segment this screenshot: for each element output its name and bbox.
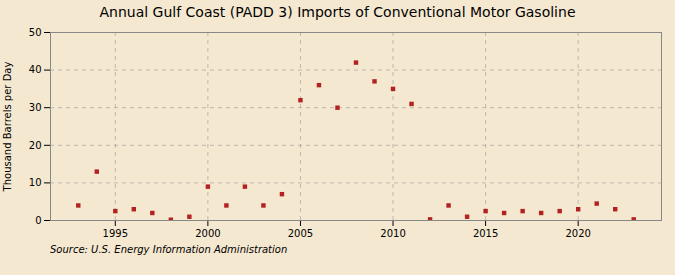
svg-text:Thousand Barrels per Day: Thousand Barrels per Day [2, 62, 13, 193]
html-text:Annual Gulf Coast (PADD 3) Imp: Annual Gulf Coast (PADD 3) Imports of Co… [99, 4, 576, 20]
svg-text:20: 20 [29, 140, 42, 151]
svg-text:2000: 2000 [195, 228, 220, 239]
svg-text:2015: 2015 [473, 228, 498, 239]
svg-text:2010: 2010 [380, 228, 405, 239]
html-text:Source: U.S. Energy Informatio: Source: U.S. Energy Information Administ… [50, 244, 288, 255]
svg-text:30: 30 [29, 102, 42, 113]
svg-text:1995: 1995 [103, 228, 128, 239]
svg-text:40: 40 [29, 64, 42, 75]
svg-text:10: 10 [29, 177, 42, 188]
svg-text:50: 50 [29, 27, 42, 38]
svg-text:2020: 2020 [565, 228, 590, 239]
svg-text:0: 0 [35, 215, 41, 226]
svg-text:2005: 2005 [288, 228, 313, 239]
